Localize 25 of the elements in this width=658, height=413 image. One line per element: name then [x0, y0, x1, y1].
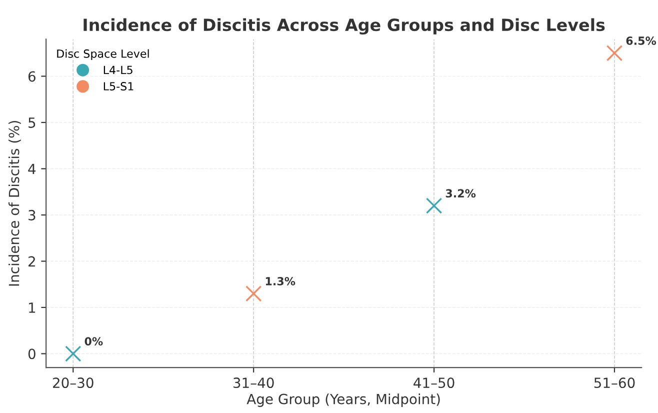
point: [606, 44, 623, 62]
y-tick-label: 2: [28, 256, 35, 266]
y-axis-title: Incidence of Discitis (%): [8, 120, 21, 286]
y-tick-label: 3: [28, 210, 36, 220]
y-tick-label: 6: [28, 71, 36, 82]
point: [65, 346, 82, 362]
x-tick-label: 31–40: [233, 378, 274, 388]
y-tick-label: 5: [28, 118, 36, 128]
y-tick-label: 1: [29, 302, 36, 313]
legend-label: L4-L5: [104, 66, 132, 74]
x-tick-label: 51–60: [594, 378, 635, 388]
x-tick-label: 41–50: [414, 378, 454, 388]
point: [245, 285, 262, 302]
chart-title: Incidence of Discitis Across Age Groups and Disc Levels: [84, 18, 605, 34]
x-axis-title: Age Group (Years, Midpoint): [246, 394, 440, 407]
legend-label: L5-S1: [104, 82, 134, 90]
x-tick-label: 20–30: [53, 378, 94, 388]
data-label: 0%: [84, 337, 103, 346]
data-label: 6.5%: [626, 36, 656, 45]
data-label: 3.2%: [446, 189, 476, 198]
point: [426, 198, 442, 214]
legend-title: Disc Space Level: [57, 49, 149, 60]
data-label: 1.3%: [266, 277, 296, 286]
y-tick-label: 0: [28, 348, 36, 360]
y-tick-label: 4: [28, 164, 36, 174]
